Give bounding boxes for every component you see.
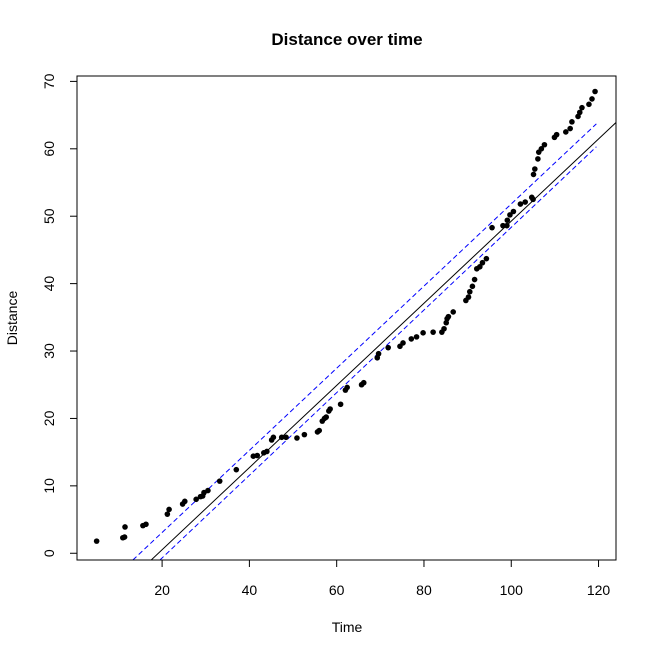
- x-axis-label: Time: [332, 619, 363, 635]
- data-point: [510, 208, 517, 215]
- data-point: [563, 129, 569, 135]
- data-point: [294, 435, 300, 441]
- y-tick-label: 50: [41, 208, 57, 224]
- data-point: [420, 330, 426, 336]
- data-point: [507, 212, 513, 218]
- data-point: [530, 171, 537, 178]
- data-point: [469, 283, 476, 290]
- x-axis: 20 40 60 80 100 120: [154, 559, 611, 598]
- y-tick-label: 60: [41, 141, 57, 157]
- data-point: [216, 478, 223, 484]
- data-point: [553, 131, 560, 138]
- data-point: [530, 196, 536, 203]
- data-point: [466, 288, 473, 295]
- plot-frame: [76, 75, 617, 561]
- y-axis-label: Distance: [4, 291, 20, 346]
- data-point: [182, 498, 188, 505]
- data-point: [489, 224, 495, 231]
- data-point: [479, 259, 486, 266]
- x-tick-label: 120: [587, 582, 611, 598]
- x-tick-label: 60: [329, 582, 345, 598]
- data-point: [400, 340, 406, 346]
- data-point: [538, 146, 545, 152]
- data-point: [122, 524, 128, 530]
- y-tick-label: 10: [41, 478, 57, 494]
- fit-line: [150, 122, 616, 560]
- data-point: [504, 222, 510, 229]
- data-point: [504, 217, 511, 224]
- data-point: [450, 309, 457, 315]
- data-point: [445, 313, 452, 320]
- band-upper-line: [132, 123, 597, 560]
- data-point: [283, 434, 289, 441]
- data-point: [316, 427, 323, 434]
- data-point: [576, 109, 583, 116]
- y-tick-label: 0: [41, 549, 57, 557]
- data-point: [586, 101, 592, 108]
- data-point: [264, 448, 270, 455]
- data-point: [121, 534, 128, 540]
- x-tick-label: 100: [500, 582, 524, 598]
- data-point: [522, 199, 529, 205]
- plot-area: [93, 88, 616, 560]
- x-tick-label: 20: [154, 582, 170, 598]
- data-point: [567, 125, 573, 132]
- y-axis: 0 10 20 30 40 50 60 70: [41, 73, 78, 557]
- data-point: [164, 511, 171, 517]
- y-tick-label: 30: [41, 343, 57, 359]
- data-point: [254, 452, 261, 459]
- data-point: [430, 329, 436, 335]
- data-point: [233, 466, 240, 473]
- x-tick-label: 80: [416, 582, 432, 598]
- data-point: [471, 276, 478, 283]
- chart-title: Distance over time: [271, 30, 422, 49]
- data-point: [532, 166, 538, 172]
- data-point: [301, 431, 308, 438]
- x-tick-label: 40: [242, 582, 258, 598]
- data-point: [375, 350, 382, 357]
- data-point: [93, 538, 100, 544]
- data-point: [408, 336, 415, 342]
- data-point: [465, 294, 472, 300]
- data-point: [278, 434, 285, 441]
- data-point: [360, 379, 367, 386]
- data-point: [270, 434, 277, 441]
- data-point: [500, 222, 506, 229]
- data-point: [413, 334, 420, 340]
- data-point: [592, 88, 598, 95]
- data-point: [143, 521, 149, 528]
- data-point: [344, 384, 350, 391]
- data-point: [477, 263, 483, 270]
- data-point: [337, 401, 344, 408]
- y-tick-label: 20: [41, 410, 57, 426]
- data-point: [579, 104, 585, 111]
- data-point: [205, 487, 211, 494]
- data-point: [483, 255, 490, 262]
- data-point: [323, 414, 330, 420]
- y-tick-label: 70: [41, 73, 57, 89]
- data-point: [441, 325, 447, 332]
- data-point: [569, 119, 575, 125]
- data-point: [541, 141, 548, 148]
- data-point: [327, 406, 333, 412]
- data-point: [193, 496, 199, 503]
- data-point: [166, 506, 172, 513]
- data-point: [385, 344, 391, 351]
- data-point: [535, 156, 541, 162]
- data-point: [589, 96, 595, 102]
- data-point: [517, 201, 524, 207]
- y-tick-label: 40: [41, 276, 57, 292]
